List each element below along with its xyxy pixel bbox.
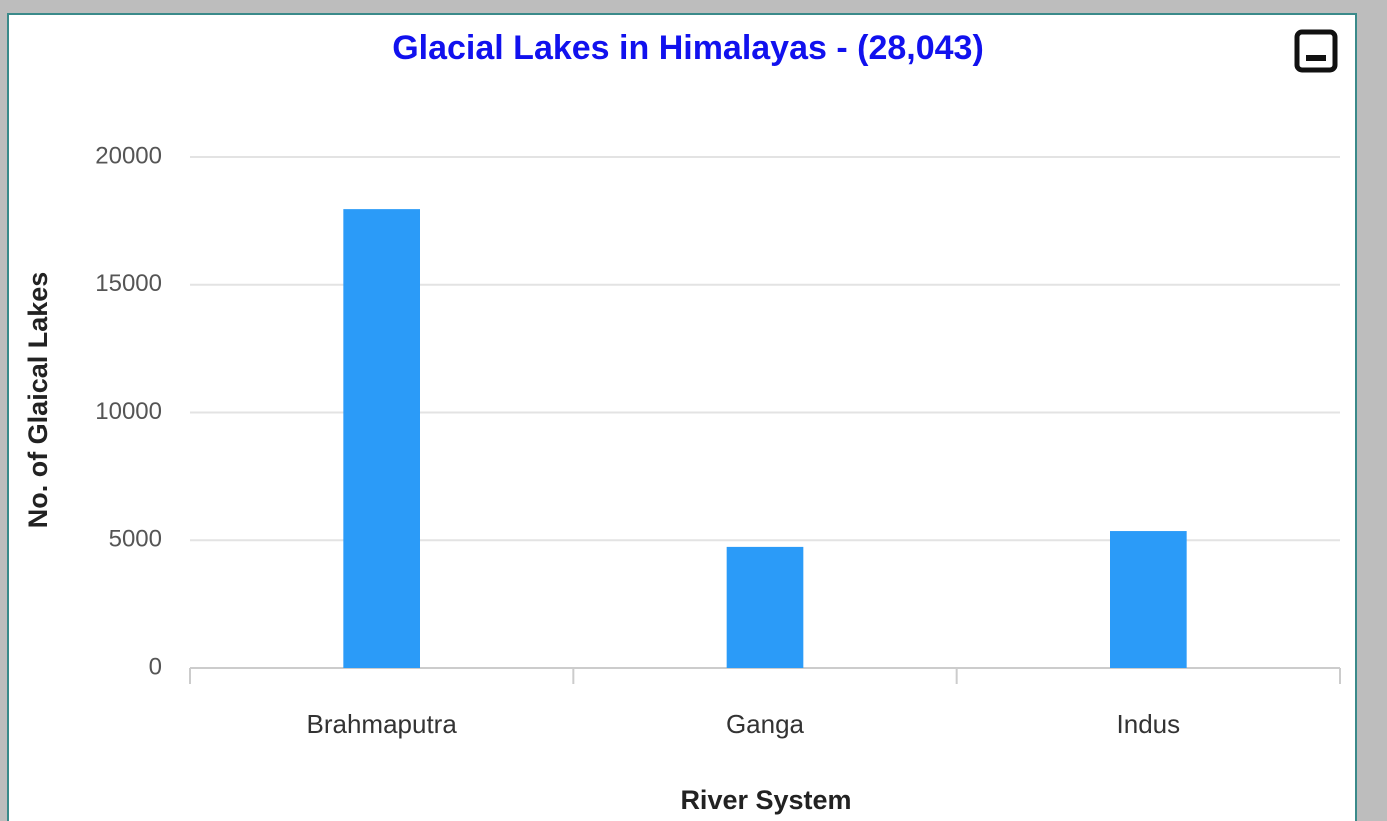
- minimize-button[interactable]: [1297, 32, 1335, 70]
- x-tick-label: Indus: [1117, 709, 1181, 739]
- x-tick-label: Ganga: [726, 709, 805, 739]
- chart: Glacial Lakes in Himalayas - (28,043) No…: [0, 0, 1387, 821]
- y-tick-label: 10000: [95, 398, 162, 425]
- y-tick-label: 15000: [95, 270, 162, 297]
- x-tick-label: Brahmaputra: [307, 709, 458, 739]
- bar: [727, 547, 804, 668]
- minimize-icon-bar: [1306, 55, 1326, 61]
- y-tick-label: 5000: [109, 526, 162, 553]
- chart-title: Glacial Lakes in Himalayas - (28,043): [392, 29, 984, 67]
- page: Glacial Lakes in Himalayas - (28,043) No…: [0, 0, 1387, 821]
- y-axis-title: No. of Glaical Lakes: [23, 272, 53, 529]
- chart-panel: [8, 14, 1356, 821]
- y-tick-label: 0: [149, 653, 162, 680]
- x-axis-title: River System: [680, 785, 851, 815]
- bar: [343, 209, 420, 668]
- minimize-icon[interactable]: [1297, 32, 1335, 70]
- bar: [1110, 531, 1187, 668]
- y-tick-label: 20000: [95, 142, 162, 169]
